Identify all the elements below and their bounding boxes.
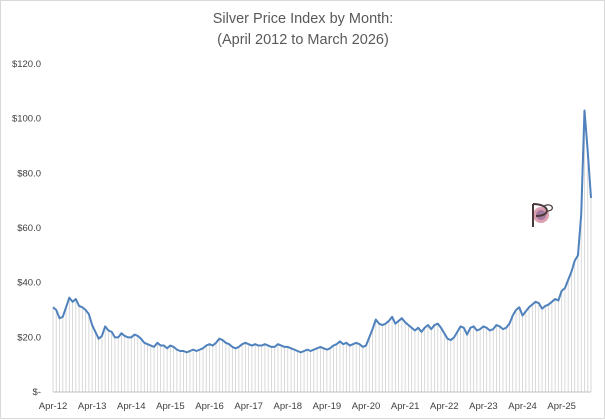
x-tick-label: Apr-16 bbox=[195, 401, 224, 412]
x-tick-label: Apr-24 bbox=[508, 401, 537, 412]
x-tick-label: Apr-12 bbox=[39, 401, 68, 412]
y-tick-label: $100.0 bbox=[12, 114, 41, 125]
x-tick-label: Apr-25 bbox=[547, 401, 576, 412]
y-tick-label: $40.0 bbox=[17, 278, 41, 289]
y-tick-label: $120.0 bbox=[12, 59, 41, 70]
chart-subtitle: (April 2012 to March 2026) bbox=[217, 32, 389, 48]
x-axis-tick-labels: Apr-12 Apr-13 Apr-14 Apr-15 Apr-16 Apr-17 Apr-… bbox=[39, 401, 576, 412]
x-tick-label: Apr-22 bbox=[430, 401, 459, 412]
drop-lines bbox=[52, 110, 592, 392]
y-tick-label: $80.0 bbox=[17, 168, 41, 179]
y-axis-tick-labels: $- $20.0 $40.0 $60.0 $80.0 $100.0 $120.0 bbox=[12, 59, 41, 398]
x-tick-label: Apr-13 bbox=[78, 401, 107, 412]
chart-title: Silver Price Index by Month: bbox=[213, 11, 394, 27]
x-tick-label: Apr-19 bbox=[313, 401, 342, 412]
pd-monogram-logo-icon bbox=[530, 202, 556, 229]
series-line-silver-price bbox=[52, 109, 592, 354]
y-tick-label: $- bbox=[33, 387, 41, 398]
x-tick-label: Apr-18 bbox=[274, 401, 303, 412]
x-tick-label: Apr-20 bbox=[352, 401, 381, 412]
x-tick-label: Apr-15 bbox=[156, 401, 185, 412]
x-tick-label: Apr-23 bbox=[469, 401, 498, 412]
x-tick-label: Apr-21 bbox=[391, 401, 420, 412]
x-tick-label: Apr-17 bbox=[234, 401, 263, 412]
series-points bbox=[52, 109, 592, 353]
y-tick-label: $20.0 bbox=[17, 332, 41, 343]
y-tick-label: $60.0 bbox=[17, 223, 41, 234]
x-tick-label: Apr-14 bbox=[117, 401, 146, 412]
